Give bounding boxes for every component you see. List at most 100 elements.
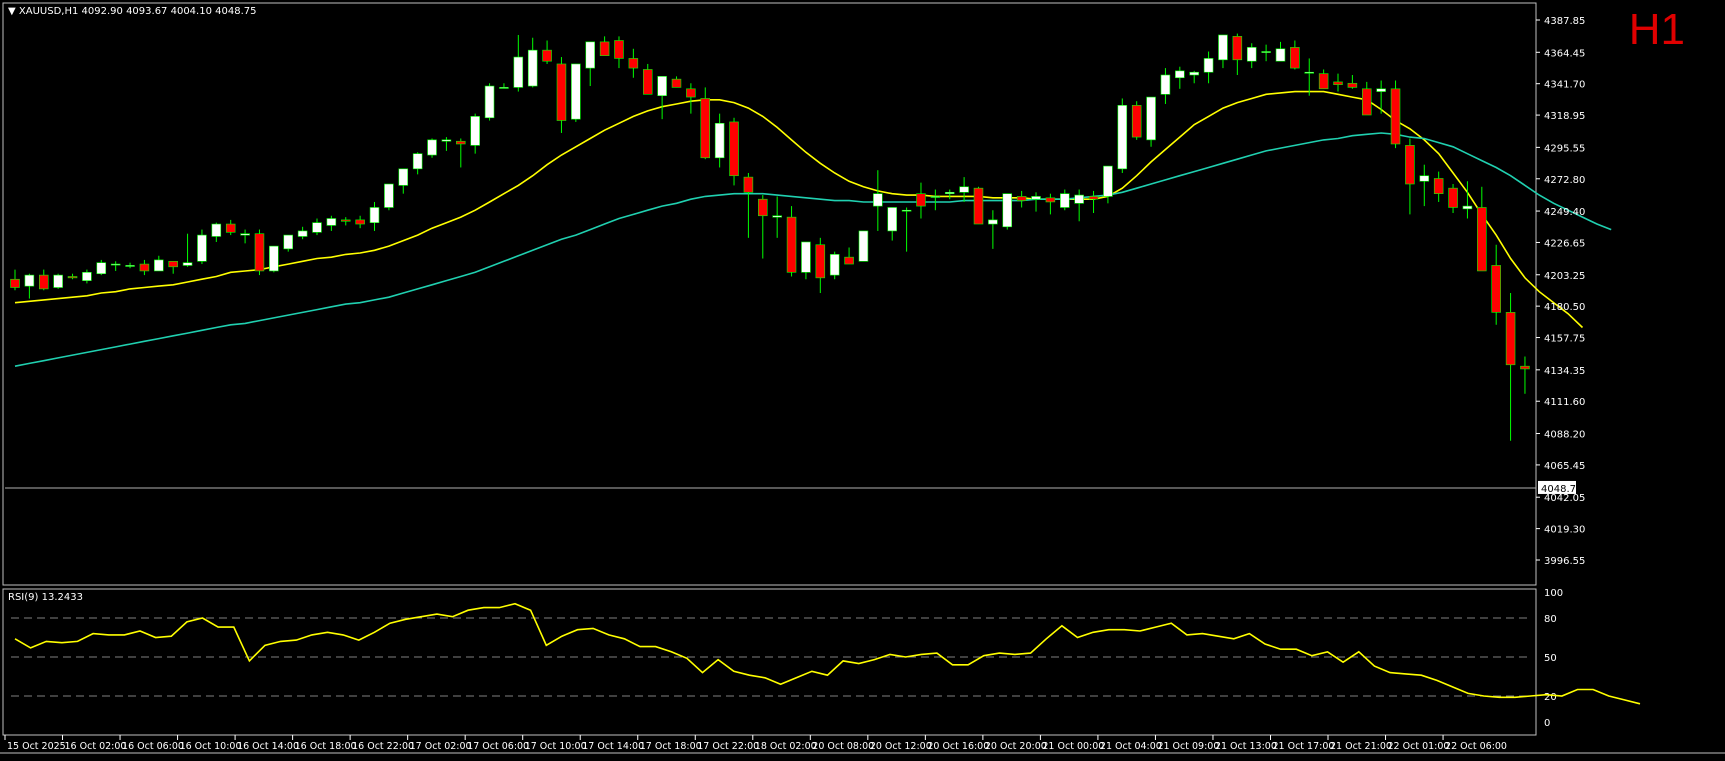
- symbol-label: XAUUSD,H1: [18, 6, 79, 17]
- bull-candle: [1275, 48, 1286, 62]
- bull-candle: [1074, 194, 1084, 204]
- time-tick-label: 17 Oct 06:00: [467, 741, 529, 752]
- collapse-triangle-icon[interactable]: ▼: [8, 6, 16, 17]
- time-tick-label: 21 Oct 21:00: [1330, 741, 1392, 752]
- time-tick-label: 21 Oct 09:00: [1157, 741, 1219, 752]
- price-tick-label: 4226.65: [1544, 238, 1585, 249]
- bull-candle: [398, 168, 409, 186]
- bull-candle: [873, 193, 883, 207]
- timeframe-watermark: H1: [1628, 5, 1685, 54]
- bear-candle: [254, 233, 265, 272]
- bear-candle: [1347, 82, 1358, 88]
- price-tick-label: 4364.45: [1544, 48, 1585, 59]
- bear-candle: [844, 256, 854, 265]
- bull-candle: [24, 274, 35, 287]
- bear-candle: [642, 69, 653, 95]
- bear-candle: [700, 98, 711, 159]
- price-tick-label: 4249.40: [1544, 207, 1585, 218]
- bull-candle: [1304, 71, 1315, 74]
- time-tick-label: 15 Oct 2025: [7, 741, 66, 752]
- time-tick-label: 16 Oct 06:00: [122, 741, 184, 752]
- price-tick-label: 4111.60: [1544, 397, 1585, 408]
- time-tick-label: 16 Oct 18:00: [295, 741, 357, 752]
- bull-candle: [1203, 58, 1214, 73]
- price-tick-label: 4272.80: [1544, 175, 1585, 186]
- time-tick-label: 20 Oct 12:00: [870, 741, 932, 752]
- bull-candle: [901, 209, 912, 212]
- bull-candle: [312, 222, 322, 233]
- price-tick-label: 3996.55: [1544, 556, 1585, 567]
- bear-candle: [758, 198, 768, 217]
- bull-candle: [1246, 47, 1257, 62]
- bull-candle: [499, 87, 509, 89]
- bull-candle: [154, 259, 164, 272]
- time-tick-label: 16 Oct 14:00: [237, 741, 299, 752]
- bull-candle: [182, 262, 193, 266]
- bull-candle: [211, 223, 222, 237]
- rsi-tick-label: 0: [1544, 718, 1550, 729]
- time-tick-label: 20 Oct 16:00: [927, 741, 989, 752]
- symbol-header[interactable]: ▼ XAUUSD,H1 4092.90 4093.67 4004.10 4048…: [8, 6, 256, 17]
- bear-candle: [225, 223, 236, 233]
- bear-candle: [1390, 88, 1401, 145]
- bull-candle: [484, 85, 495, 119]
- time-tick-label: 17 Oct 10:00: [525, 741, 587, 752]
- bear-candle: [1290, 47, 1300, 69]
- bull-candle: [585, 41, 595, 69]
- bull-candle: [53, 274, 63, 288]
- bull-candle: [384, 183, 394, 208]
- time-tick-label: 21 Oct 17:00: [1272, 741, 1334, 752]
- rsi-line: [14, 602, 1641, 705]
- rsi-tick-label: 80: [1544, 614, 1557, 625]
- bull-candle: [1146, 96, 1156, 141]
- bull-candle: [930, 196, 941, 198]
- bull-candle: [82, 272, 92, 281]
- bear-candle: [1405, 145, 1415, 185]
- bull-candle: [571, 63, 581, 120]
- time-tick-label: 16 Oct 22:00: [352, 741, 414, 752]
- bear-candle: [686, 88, 696, 98]
- bear-candle: [916, 193, 926, 207]
- rsi-tick-label: 100: [1544, 588, 1563, 599]
- price-tick-label: 4019.30: [1544, 525, 1585, 536]
- bear-candle: [542, 49, 552, 62]
- bull-candle: [110, 263, 121, 266]
- bear-candle: [743, 176, 754, 193]
- bull-candle: [1103, 165, 1113, 197]
- bull-candle: [1261, 51, 1271, 53]
- bull-candle: [197, 234, 207, 262]
- bear-candle: [1505, 312, 1516, 366]
- bull-candle: [1002, 193, 1013, 228]
- bull-candle: [959, 186, 969, 193]
- time-tick-label: 18 Oct 02:00: [755, 741, 817, 752]
- bull-candle: [441, 139, 452, 142]
- time-tick-label: 21 Oct 00:00: [1042, 741, 1104, 752]
- price-tick-label: 4157.75: [1544, 334, 1585, 345]
- bull-candle: [1031, 196, 1041, 200]
- bull-candle: [944, 191, 955, 194]
- price-tick-label: 4134.35: [1544, 366, 1585, 377]
- bull-candle: [96, 262, 107, 275]
- bear-candle: [1362, 88, 1372, 116]
- time-tick-label: 20 Oct 20:00: [985, 741, 1047, 752]
- bull-candle: [1175, 70, 1185, 79]
- bull-candle: [657, 76, 667, 96]
- main-pane-border: [2, 2, 1537, 586]
- rsi-label: RSI(9) 13.2433: [8, 592, 83, 603]
- bear-candle: [599, 41, 610, 56]
- bull-candle: [1218, 34, 1228, 61]
- bull-candle: [269, 245, 279, 272]
- price-tick-label: 4203.25: [1544, 271, 1585, 282]
- bear-candle: [1045, 197, 1056, 203]
- price-tick-label: 4065.45: [1544, 461, 1585, 472]
- bull-candle: [714, 122, 725, 159]
- bull-candle: [1462, 205, 1473, 210]
- bull-candle: [772, 215, 782, 218]
- bull-candle: [125, 265, 135, 267]
- bear-candle: [1318, 73, 1329, 90]
- ohlc-values: 4092.90 4093.67 4004.10 4048.75: [81, 6, 257, 17]
- bull-candle: [326, 218, 337, 226]
- time-tick-label: 17 Oct 02:00: [410, 741, 472, 752]
- time-tick-label: 21 Oct 04:00: [1100, 741, 1162, 752]
